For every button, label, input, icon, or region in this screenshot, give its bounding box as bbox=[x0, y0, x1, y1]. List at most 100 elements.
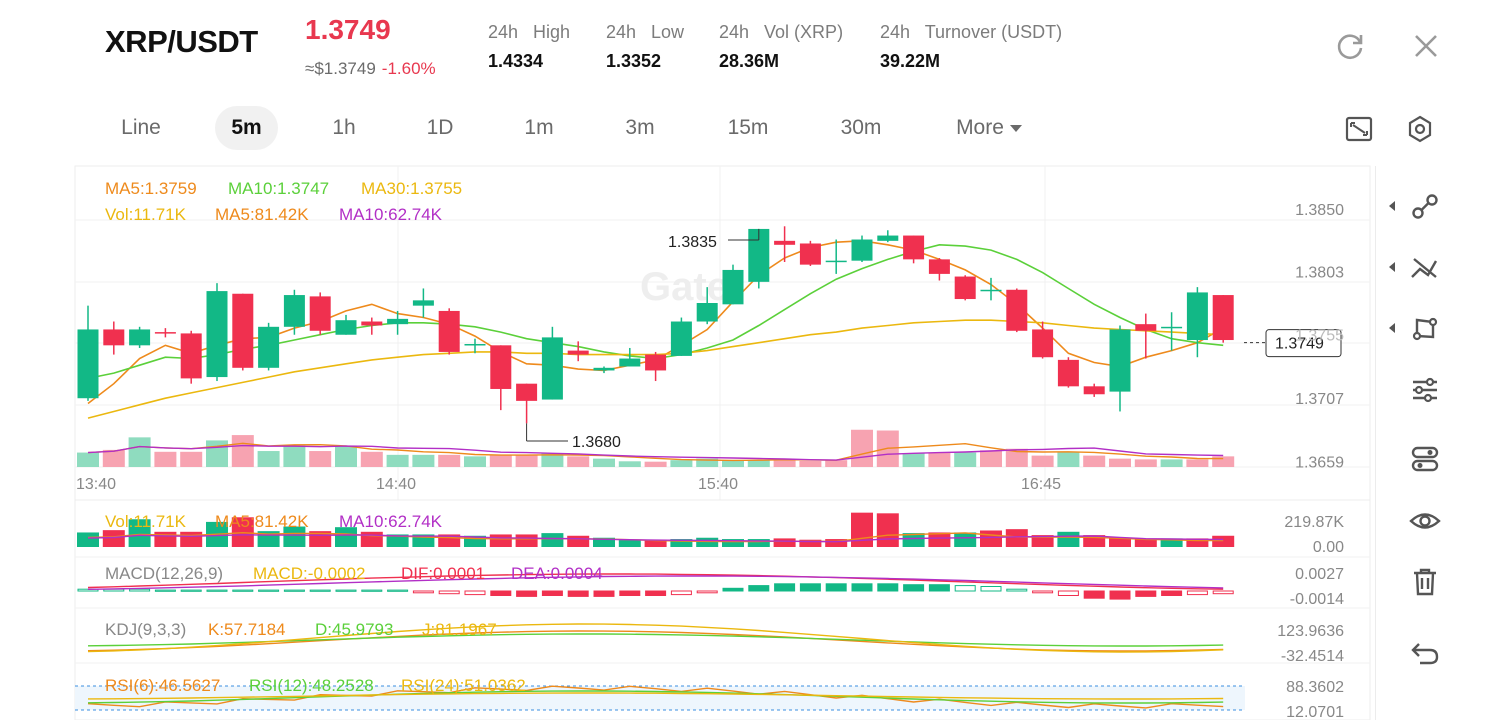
tab-3m[interactable]: 3m bbox=[625, 116, 655, 139]
more-label: More bbox=[956, 116, 1004, 139]
sub-volume-bar bbox=[670, 539, 693, 547]
sub-legend-vol: Vol:11.71K bbox=[105, 512, 187, 531]
main-volume-bar bbox=[1160, 459, 1183, 467]
kdj-legend-d: D:45.9793 bbox=[315, 620, 393, 639]
sub-volume-bar bbox=[851, 512, 873, 547]
main-volume-bar bbox=[722, 460, 744, 467]
macd-bar bbox=[412, 590, 434, 594]
tab-line[interactable]: Line bbox=[121, 116, 161, 139]
main-volume-bar bbox=[1212, 456, 1235, 467]
chart-layout-icon[interactable] bbox=[1344, 114, 1374, 144]
cross-line-tool-icon[interactable] bbox=[1408, 251, 1442, 285]
macd-legend-dif: DIF:0.0001 bbox=[401, 564, 485, 583]
macd-bar bbox=[619, 590, 641, 596]
indicator-settings-icon[interactable] bbox=[1408, 373, 1442, 407]
candle-body bbox=[593, 367, 615, 371]
settings-hex-icon[interactable] bbox=[1405, 114, 1435, 144]
main-volume-bar bbox=[335, 446, 357, 467]
refresh-icon[interactable] bbox=[1334, 30, 1366, 62]
y-tick-label: 1.3707 bbox=[1295, 391, 1344, 408]
main-volume-bar bbox=[360, 451, 383, 467]
sub-volume-bar bbox=[128, 519, 151, 547]
macd-bar bbox=[516, 590, 538, 597]
delete-icon[interactable] bbox=[1408, 565, 1442, 599]
candle-body bbox=[928, 259, 950, 274]
last-price-label: 1.3749 bbox=[1275, 336, 1324, 353]
macd-legend-dea: DEA:0.0004 bbox=[511, 564, 603, 583]
macd-bar bbox=[1212, 590, 1234, 595]
tab-1h[interactable]: 1h bbox=[332, 116, 356, 139]
main-volume-bar bbox=[1134, 459, 1157, 467]
legend-ma10: MA10:1.3747 bbox=[228, 179, 329, 198]
main-volume-bar bbox=[489, 454, 512, 467]
caret-left-icon[interactable] bbox=[1389, 262, 1395, 272]
tab-30m[interactable]: 30m bbox=[840, 116, 882, 139]
kdj-legend-k: K:57.7184 bbox=[208, 620, 286, 639]
main-volume-bar bbox=[593, 458, 615, 467]
shape-tool-icon[interactable] bbox=[1408, 312, 1442, 346]
main-volume-bar bbox=[102, 449, 125, 467]
tab-1d[interactable]: 1D bbox=[426, 116, 454, 139]
undo-icon[interactable] bbox=[1408, 636, 1442, 670]
candle-body bbox=[206, 291, 228, 378]
main-volume-bar bbox=[154, 451, 177, 467]
sub-volume-bar bbox=[283, 526, 306, 547]
kline-chart[interactable]: Gate 1.3835 1.3680 1.3749 1.3850 1.3803 1.3707… bbox=[0, 0, 1375, 720]
sub-volume-bar bbox=[902, 533, 925, 547]
macd-bar bbox=[438, 590, 460, 595]
sub-volume-bar bbox=[799, 539, 822, 547]
rsi12-line bbox=[87, 690, 1224, 704]
max-price-label: 1.3835 bbox=[668, 234, 717, 251]
sub-volume-bar bbox=[1186, 538, 1209, 547]
trendline-tool-icon[interactable] bbox=[1408, 190, 1442, 224]
sub-vol-ma10-line bbox=[87, 534, 1224, 543]
visibility-icon[interactable] bbox=[1408, 504, 1442, 538]
candle-body bbox=[232, 293, 254, 368]
adjust-tool-icon[interactable] bbox=[1408, 442, 1442, 476]
candle-body bbox=[877, 235, 899, 241]
candle-body bbox=[1161, 326, 1183, 329]
rsi24-line bbox=[87, 692, 1224, 700]
macd-dea-line bbox=[87, 575, 1224, 590]
sub-legend-ma10: MA10:62.74K bbox=[339, 512, 443, 531]
macd-bar bbox=[1057, 590, 1079, 596]
candle-body bbox=[980, 289, 1002, 292]
chevron-down-icon bbox=[1009, 124, 1022, 132]
sub-volume-bar bbox=[335, 527, 357, 547]
sub-volume-bar bbox=[876, 513, 899, 547]
caret-left-icon[interactable] bbox=[1389, 323, 1395, 333]
macd-bar bbox=[670, 590, 692, 596]
macd-bar bbox=[1161, 590, 1183, 596]
sub-volume-bar bbox=[954, 532, 977, 547]
candle-body bbox=[103, 329, 125, 346]
rsi-tick: 88.3602 bbox=[1286, 679, 1344, 696]
candle-body bbox=[490, 345, 512, 389]
sub-volume-bar bbox=[180, 531, 203, 547]
sub-volume-bar bbox=[773, 538, 796, 547]
close-icon[interactable] bbox=[1410, 30, 1442, 62]
macd-bar bbox=[464, 590, 486, 596]
sub-volume-bar bbox=[77, 532, 99, 547]
kdj-j-line bbox=[87, 623, 1224, 653]
macd-bar bbox=[851, 583, 873, 592]
sub-volume-bar bbox=[154, 531, 177, 547]
rsi-legend-6: RSI(6):46.5627 bbox=[105, 676, 220, 695]
main-volume-bar bbox=[412, 454, 435, 467]
main-volume-bar bbox=[825, 460, 848, 467]
candle-body bbox=[387, 318, 409, 325]
main-volume-bar bbox=[644, 461, 667, 467]
main-volume-bar bbox=[696, 458, 719, 467]
macd-bar bbox=[567, 590, 589, 597]
tab-5m[interactable]: 5m bbox=[215, 106, 278, 150]
caret-left-icon[interactable] bbox=[1389, 201, 1395, 211]
tab-1m[interactable]: 1m bbox=[524, 116, 554, 139]
tab-15m[interactable]: 15m bbox=[727, 116, 769, 139]
macd-bar bbox=[774, 583, 796, 592]
macd-bar bbox=[1032, 590, 1054, 594]
macd-bar bbox=[1006, 588, 1028, 592]
tab-more[interactable]: More bbox=[944, 106, 1034, 150]
candle-body bbox=[1109, 329, 1131, 392]
kdj-tick: 123.9636 bbox=[1277, 623, 1344, 640]
candle-body bbox=[1083, 386, 1105, 395]
sub-volume-bar bbox=[618, 540, 641, 547]
